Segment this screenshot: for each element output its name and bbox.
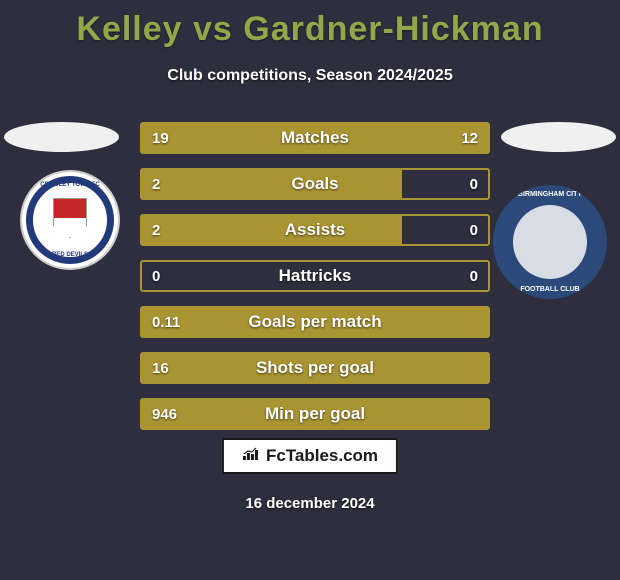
bar-value-left: 19 bbox=[152, 124, 169, 152]
bar-fill-left bbox=[142, 308, 488, 336]
crest-right-text-top: BIRMINGHAM CITY bbox=[493, 191, 607, 198]
fctables-logo: FcTables.com bbox=[222, 438, 398, 474]
bar-value-left: 946 bbox=[152, 400, 177, 428]
bar-row: 946Min per goal bbox=[140, 398, 490, 430]
bar-value-right: 12 bbox=[461, 124, 478, 152]
bar-value-left: 2 bbox=[152, 170, 160, 198]
bar-row: 16Shots per goal bbox=[140, 352, 490, 384]
bar-fill-left bbox=[142, 354, 488, 382]
ellipse-shadow-right bbox=[501, 122, 616, 152]
bar-value-right: 0 bbox=[470, 216, 478, 244]
bar-value-right: 0 bbox=[470, 262, 478, 290]
bar-fill-left bbox=[142, 400, 488, 428]
bar-label: Hattricks bbox=[142, 262, 488, 290]
bar-row: 20Assists bbox=[140, 214, 490, 246]
bar-value-left: 0.11 bbox=[152, 308, 180, 336]
date-text: 16 december 2024 bbox=[0, 495, 620, 512]
bar-value-right: 0 bbox=[470, 170, 478, 198]
crest-right: BIRMINGHAM CITY FOOTBALL CLUB bbox=[490, 182, 610, 302]
subtitle: Club competitions, Season 2024/2025 bbox=[0, 67, 620, 85]
bar-row: 20Goals bbox=[140, 168, 490, 200]
bar-fill-left bbox=[142, 170, 402, 198]
crest-right-text-bot: FOOTBALL CLUB bbox=[493, 286, 607, 293]
bar-value-left: 2 bbox=[152, 216, 160, 244]
bar-fill-left bbox=[142, 216, 402, 244]
comparison-bars: 1912Matches20Goals20Assists00Hattricks0.… bbox=[140, 122, 490, 444]
bar-row: 1912Matches bbox=[140, 122, 490, 154]
bar-value-left: 16 bbox=[152, 354, 169, 382]
bar-fill-left bbox=[142, 124, 353, 152]
crest-left-text-bot: RED DEVILS bbox=[22, 252, 118, 258]
page-title: Kelley vs Gardner-Hickman bbox=[0, 0, 620, 49]
bar-value-left: 0 bbox=[152, 262, 160, 290]
bar-row: 0.11Goals per match bbox=[140, 306, 490, 338]
chart-icon bbox=[242, 447, 260, 466]
crest-left: CRAWLEY TOWN FC RED DEVILS bbox=[20, 170, 120, 270]
logo-text: FcTables.com bbox=[266, 446, 378, 466]
crest-left-text-top: CRAWLEY TOWN FC bbox=[22, 182, 118, 188]
crest-right-globe-icon bbox=[513, 205, 587, 279]
bar-row: 0 0Hattricks bbox=[140, 260, 490, 292]
ellipse-shadow-left bbox=[4, 122, 119, 152]
